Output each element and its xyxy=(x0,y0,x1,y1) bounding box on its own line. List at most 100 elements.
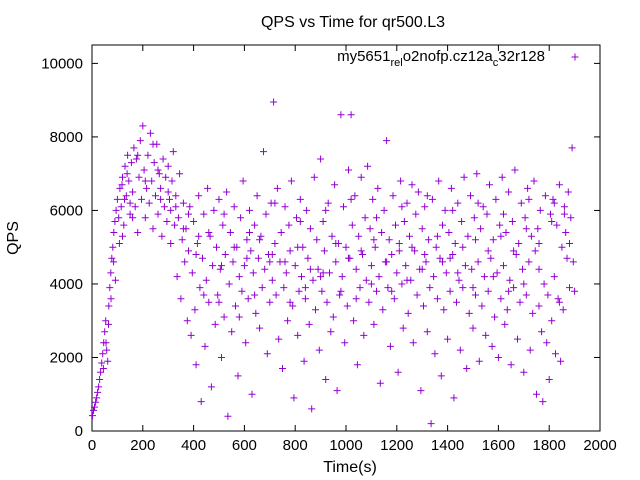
data-point xyxy=(550,273,558,281)
data-point xyxy=(193,240,201,247)
data-point xyxy=(369,195,377,203)
data-point xyxy=(252,309,260,317)
data-point xyxy=(107,295,115,303)
data-point xyxy=(301,295,309,303)
data-point xyxy=(157,184,165,192)
x-tick-label: 1200 xyxy=(380,437,413,454)
data-point xyxy=(117,203,125,211)
data-point xyxy=(301,284,309,292)
data-point xyxy=(350,317,358,325)
data-point xyxy=(525,258,533,266)
data-point xyxy=(517,199,525,207)
data-point xyxy=(154,166,162,174)
data-point xyxy=(427,420,435,428)
data-point xyxy=(435,177,443,185)
data-point xyxy=(196,284,204,292)
data-point xyxy=(237,214,245,222)
data-point xyxy=(205,298,213,306)
data-point xyxy=(188,269,196,277)
data-point xyxy=(468,265,476,273)
data-point xyxy=(393,269,401,277)
data-point xyxy=(246,229,253,236)
data-point xyxy=(439,221,446,229)
data-point xyxy=(328,232,336,240)
data-point xyxy=(522,291,530,299)
data-point xyxy=(422,258,430,266)
data-point xyxy=(298,273,305,281)
data-point xyxy=(223,188,231,196)
data-point xyxy=(550,199,558,207)
data-point xyxy=(531,247,539,255)
data-point xyxy=(541,192,549,200)
data-point xyxy=(322,376,330,383)
data-point xyxy=(522,225,530,233)
data-point xyxy=(478,302,486,310)
data-point xyxy=(559,306,567,314)
data-point xyxy=(256,236,264,244)
data-point xyxy=(389,192,397,200)
data-point xyxy=(508,218,516,225)
data-point xyxy=(472,291,479,299)
data-point xyxy=(524,184,532,192)
data-point xyxy=(345,254,352,262)
data-point xyxy=(357,247,365,255)
data-point xyxy=(533,390,540,398)
data-point xyxy=(206,232,214,240)
data-point xyxy=(256,324,264,332)
data-point xyxy=(257,232,265,240)
data-point xyxy=(470,214,478,222)
data-point xyxy=(200,291,208,299)
data-point xyxy=(248,390,256,398)
data-point xyxy=(398,203,406,211)
data-point xyxy=(179,225,187,233)
y-tick-label: 10000 xyxy=(41,55,83,72)
data-point xyxy=(105,302,113,310)
data-point xyxy=(254,254,262,262)
x-tick-label: 1800 xyxy=(533,437,566,454)
data-point xyxy=(352,265,360,273)
data-point xyxy=(160,203,168,211)
data-point xyxy=(303,206,311,214)
data-point xyxy=(512,251,520,258)
data-point xyxy=(93,394,101,402)
data-point xyxy=(286,298,294,306)
data-point xyxy=(228,328,236,336)
data-point xyxy=(364,162,372,170)
data-point xyxy=(520,368,528,376)
data-point xyxy=(225,280,233,288)
y-axis: 0 2000 4000 6000 8000 10000 xyxy=(41,55,600,440)
data-point xyxy=(213,243,220,251)
data-point xyxy=(89,412,96,420)
data-point xyxy=(380,206,388,214)
data-point xyxy=(383,137,391,145)
data-point xyxy=(488,342,496,350)
data-point xyxy=(487,254,495,262)
data-point xyxy=(507,361,515,369)
y-tick-label: 2000 xyxy=(50,349,83,366)
data-point xyxy=(497,232,505,240)
data-point xyxy=(218,262,225,270)
data-point xyxy=(314,265,322,273)
data-point xyxy=(437,372,445,380)
data-point xyxy=(322,206,330,214)
data-point xyxy=(218,354,225,361)
data-point xyxy=(285,221,293,229)
data-point xyxy=(140,166,148,174)
y-tick-label: 8000 xyxy=(50,129,83,146)
data-point xyxy=(306,265,314,273)
data-point xyxy=(353,361,361,369)
data-point xyxy=(417,387,425,395)
data-point xyxy=(207,383,215,391)
data-point xyxy=(279,365,286,372)
data-point xyxy=(425,236,433,244)
data-point xyxy=(474,199,482,207)
data-point xyxy=(412,210,420,218)
data-point xyxy=(557,357,565,365)
data-point xyxy=(99,365,107,372)
data-point xyxy=(379,306,387,314)
data-point xyxy=(421,203,429,211)
data-point xyxy=(342,243,350,251)
data-point xyxy=(109,243,117,251)
data-point xyxy=(461,262,469,270)
data-point xyxy=(519,265,526,273)
